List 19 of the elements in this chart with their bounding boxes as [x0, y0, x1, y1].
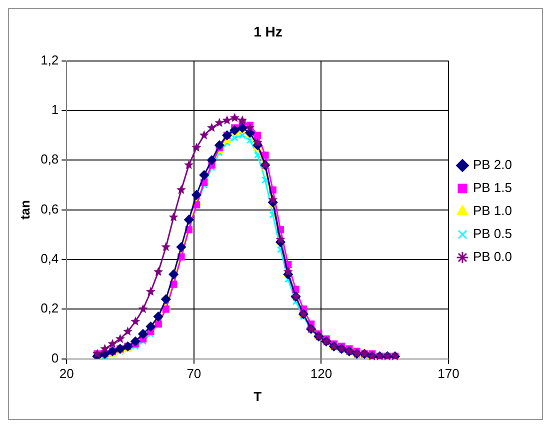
- legend-label: PB 0.0: [472, 249, 512, 264]
- chart-title: 1 Hz: [254, 23, 282, 40]
- legend-label: PB 0.5: [472, 226, 512, 242]
- x-tick-label: 70: [186, 366, 202, 382]
- legend-label: PB 1.5: [472, 180, 512, 196]
- y-tick-label: 0,6: [40, 201, 59, 216]
- legend-label: PB 2.0: [472, 157, 512, 172]
- x-axis-title: T: [254, 388, 262, 404]
- y-tick-label: 1: [51, 102, 59, 118]
- y-tick-label: 0: [51, 350, 59, 366]
- x-tick-label: 170: [438, 366, 460, 382]
- y-tick-label: 0,2: [40, 300, 59, 316]
- x-tick-label: 120: [310, 366, 332, 382]
- legend-label: PB 1.0: [472, 203, 512, 218]
- y-tick-label: 0,8: [40, 152, 59, 167]
- y-tick-label: 0,4: [40, 251, 59, 266]
- y-tick-label: 1,2: [40, 52, 59, 68]
- x-tick-label: 20: [59, 366, 74, 382]
- y-axis-title: tan: [17, 200, 32, 220]
